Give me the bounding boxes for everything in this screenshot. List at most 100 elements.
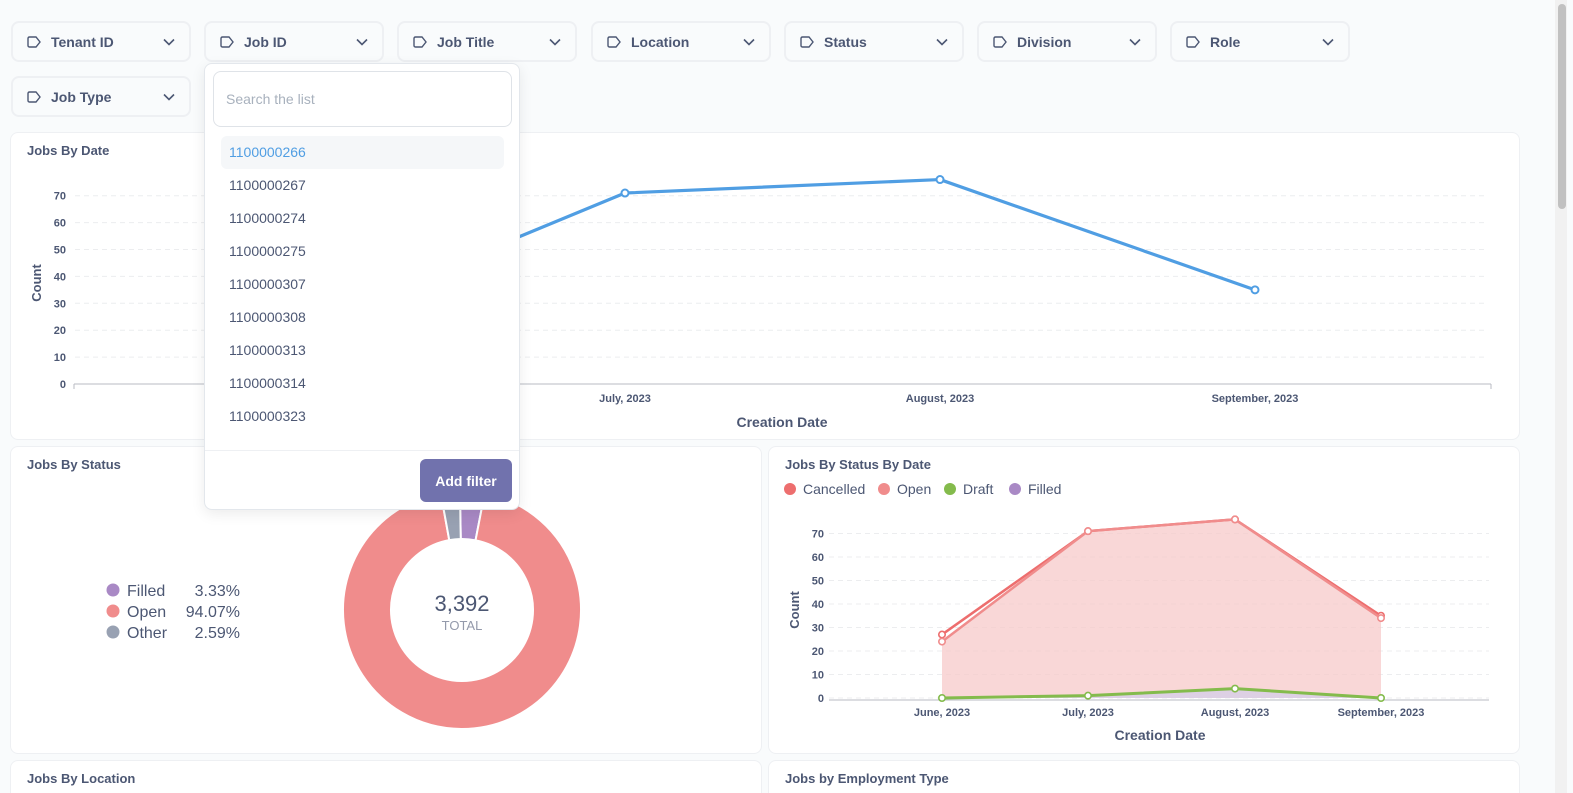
tag-icon <box>800 35 814 48</box>
y-tick-label: 40 <box>54 271 66 283</box>
data-point <box>935 175 945 185</box>
total-label: TOTAL <box>442 618 483 633</box>
y-tick-label: 30 <box>812 623 824 635</box>
y-tick-label: 60 <box>812 552 824 564</box>
legend-label: Filled <box>127 583 165 600</box>
series-line-open <box>941 518 1382 643</box>
y-tick-label: 0 <box>60 379 66 391</box>
chevron-down-icon <box>1322 38 1334 46</box>
job-id-option[interactable]: 1100000274 <box>229 210 306 226</box>
y-axis-title: Count <box>787 591 802 629</box>
legend-label: Cancelled <box>803 481 865 497</box>
x-axis-title: Creation Date <box>736 414 827 430</box>
legend-dot <box>944 483 956 495</box>
y-tick-label: 60 <box>54 218 66 230</box>
data-point <box>1083 691 1092 700</box>
filter-label: Location <box>631 33 690 50</box>
filter-label: Status <box>824 33 867 50</box>
legend-dot <box>106 625 120 639</box>
filter-location[interactable]: Location <box>591 21 771 62</box>
divider <box>205 450 519 451</box>
y-tick-label: 40 <box>812 599 824 611</box>
total-value: 3,392 <box>434 591 489 616</box>
filter-job-id[interactable]: Job ID <box>204 21 384 62</box>
card-title[interactable]: Jobs By Location <box>27 771 136 786</box>
x-tick-label: August, 2023 <box>1201 707 1269 719</box>
x-tick-label: June, 2023 <box>914 707 970 719</box>
legend-label: Open <box>127 604 166 621</box>
filter-status[interactable]: Status <box>784 21 964 62</box>
tag-icon <box>27 90 41 103</box>
add-filter-button[interactable]: Add filter <box>420 459 512 502</box>
card-title[interactable]: Jobs By Status By Date <box>785 457 931 472</box>
data-point <box>1083 527 1092 536</box>
chevron-down-icon <box>549 38 561 46</box>
y-tick-label: 70 <box>54 191 66 203</box>
x-tick-label: September, 2023 <box>1338 707 1425 719</box>
data-point <box>1230 684 1239 693</box>
data-point <box>938 630 947 639</box>
filter-label: Job ID <box>244 33 287 50</box>
filter-label: Tenant ID <box>51 33 114 50</box>
page-scrollbar[interactable] <box>1555 0 1567 793</box>
y-tick-label: 50 <box>812 576 824 588</box>
y-tick-label: 20 <box>812 646 824 658</box>
filter-label: Division <box>1017 33 1072 50</box>
job-id-option[interactable]: 1100000267 <box>229 177 306 193</box>
tag-icon <box>413 35 427 48</box>
scrollbar-thumb[interactable] <box>1558 4 1566 209</box>
filter-label: Role <box>1210 33 1241 50</box>
legend-dot <box>784 483 796 495</box>
chevron-down-icon <box>163 93 175 101</box>
legend-percent: 3.33% <box>195 583 240 600</box>
tag-icon <box>220 35 234 48</box>
job-id-option[interactable]: 1100000308 <box>229 309 306 325</box>
job-id-option[interactable]: 1100000307 <box>229 276 306 292</box>
open-area <box>942 519 1381 698</box>
tag-icon <box>27 35 41 48</box>
legend-label: Draft <box>963 481 993 497</box>
legend-dot <box>106 604 120 618</box>
legend-dot <box>878 483 890 495</box>
data-point <box>1376 694 1385 703</box>
filter-role[interactable]: Role <box>1170 21 1350 62</box>
chevron-down-icon <box>743 38 755 46</box>
search-list-input[interactable] <box>213 71 512 127</box>
chevron-down-icon <box>163 38 175 46</box>
job-id-option[interactable]: 1100000314 <box>229 375 306 391</box>
card-title[interactable]: Jobs By Status <box>27 457 121 472</box>
jobs-by-status-by-date-card: Jobs By Status By Date Cancelled Open Draf… <box>768 446 1520 754</box>
card-title[interactable]: Jobs by Employment Type <box>785 771 949 786</box>
x-axis-title: Creation Date <box>1114 727 1205 743</box>
filter-division[interactable]: Division <box>977 21 1157 62</box>
x-tick-label: July, 2023 <box>599 393 651 405</box>
data-point <box>938 637 947 646</box>
filter-tenant-id[interactable]: Tenant ID <box>11 21 191 62</box>
y-tick-label: 10 <box>54 352 66 364</box>
tag-icon <box>993 35 1007 48</box>
tag-icon <box>607 35 621 48</box>
jobs-by-status-by-date-chart: Cancelled Open Draft Filled 0 10 20 30 40 50 60 70 J… <box>784 481 1489 743</box>
job-id-option[interactable]: 1100000323 <box>229 408 306 424</box>
y-tick-label: 10 <box>812 670 824 682</box>
job-id-option[interactable]: 1100000275 <box>229 243 306 259</box>
chevron-down-icon <box>936 38 948 46</box>
data-point <box>1250 285 1260 295</box>
job-id-option[interactable]: 1100000313 <box>229 342 306 358</box>
x-tick-label: September, 2023 <box>1212 393 1299 405</box>
data-point <box>1376 614 1385 623</box>
filter-job-title[interactable]: Job Title <box>397 21 577 62</box>
card-title[interactable]: Jobs By Date <box>27 143 110 158</box>
legend-dot <box>1009 483 1021 495</box>
legend-label: Filled <box>1028 481 1061 497</box>
data-point <box>1230 515 1239 524</box>
job-id-option[interactable]: 1100000266 <box>221 136 504 169</box>
jobs-by-employment-type-card: Jobs by Employment Type <box>768 760 1520 793</box>
x-tick-label: July, 2023 <box>1062 707 1114 719</box>
y-tick-label: 0 <box>818 693 824 705</box>
y-tick-label: 30 <box>54 298 66 310</box>
filter-job-type[interactable]: Job Type <box>11 76 191 117</box>
y-tick-label: 20 <box>54 325 66 337</box>
filter-label: Job Type <box>51 88 112 105</box>
y-axis-title: Count <box>29 264 44 302</box>
